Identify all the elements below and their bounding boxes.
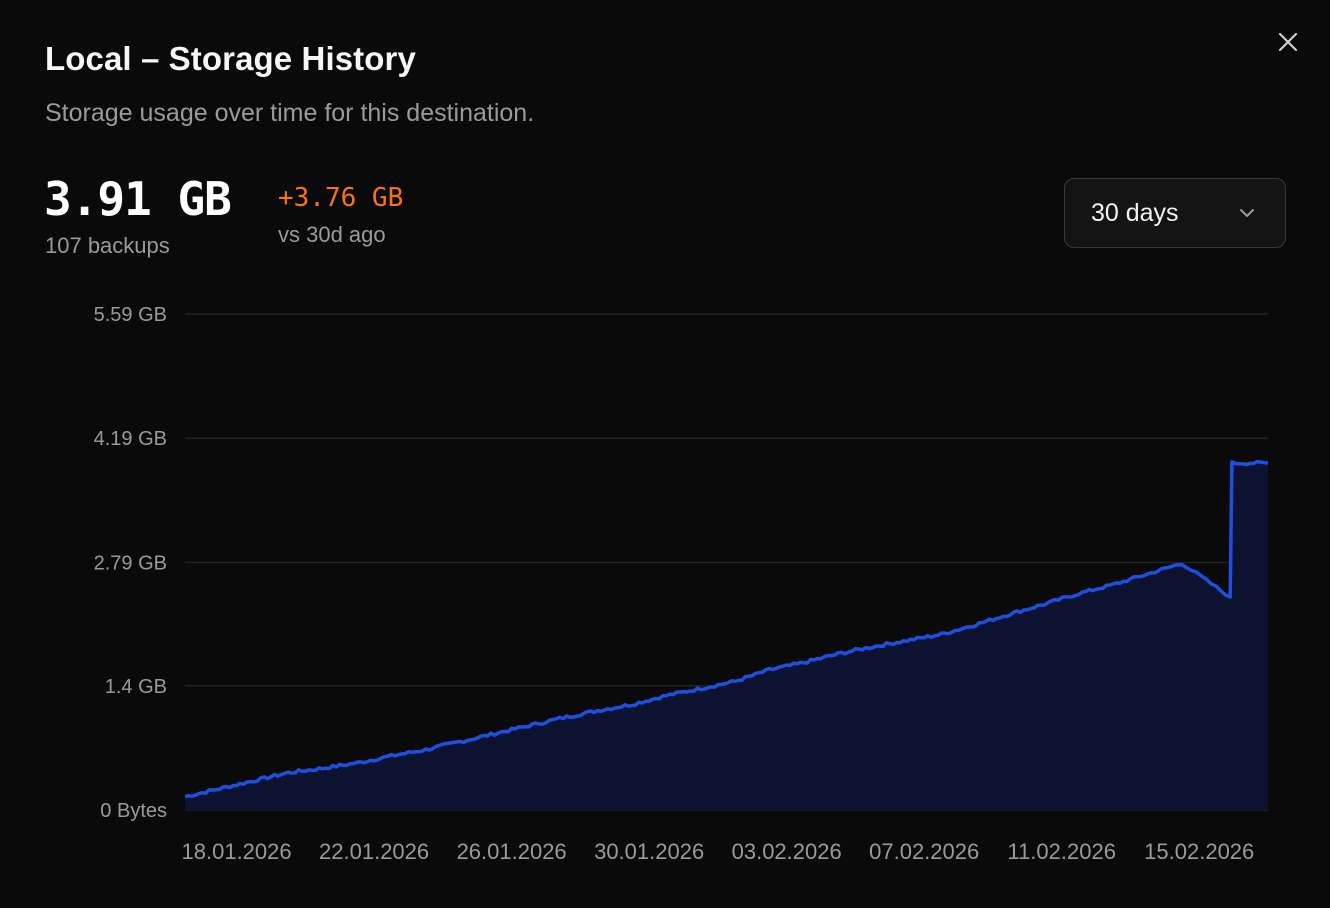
y-tick-label: 5.59 GB [94,304,167,326]
dialog-title: Local – Storage History [45,40,416,77]
x-tick-label: 30.01.2026 [594,839,704,864]
x-axis-ticks: 18.01.2026 22.01.2026 26.01.2026 30.01.2026… [182,839,1255,864]
x-tick-label: 15.02.2026 [1144,839,1254,864]
y-tick-label: 2.79 GB [94,552,167,574]
close-icon [1278,32,1298,52]
storage-line [184,459,1269,799]
dialog-subtitle: Storage usage over time for this destina… [45,99,535,127]
chevron-down-icon [1240,209,1254,217]
x-tick-label: 18.01.2026 [182,839,292,864]
x-tick-label: 07.02.2026 [869,839,979,864]
time-range-select[interactable]: 30 days [1064,178,1286,248]
total-storage-value: 3.91 GB [44,172,232,226]
x-tick-label: 26.01.2026 [457,839,567,864]
y-tick-label: 4.19 GB [94,428,167,450]
time-range-value: 30 days [1091,198,1179,227]
storage-chart: 0 Bytes 1.4 GB 2.79 GB 4.19 GB 5.59 GB 18.01… [94,304,1269,864]
backup-count: 107 backups [45,233,170,258]
y-axis-ticks: 0 Bytes 1.4 GB 2.79 GB 4.19 GB 5.59 GB [94,304,167,822]
storage-delta-caption: vs 30d ago [278,222,386,247]
y-tick-label: 1.4 GB [105,676,167,698]
close-button[interactable] [1268,22,1308,62]
x-tick-label: 03.02.2026 [732,839,842,864]
x-tick-label: 22.01.2026 [319,839,429,864]
x-tick-label: 11.02.2026 [1007,839,1115,864]
y-tick-label: 0 Bytes [100,800,167,822]
storage-delta-value: +3.76 GB [278,183,404,213]
storage-area [185,461,1268,810]
